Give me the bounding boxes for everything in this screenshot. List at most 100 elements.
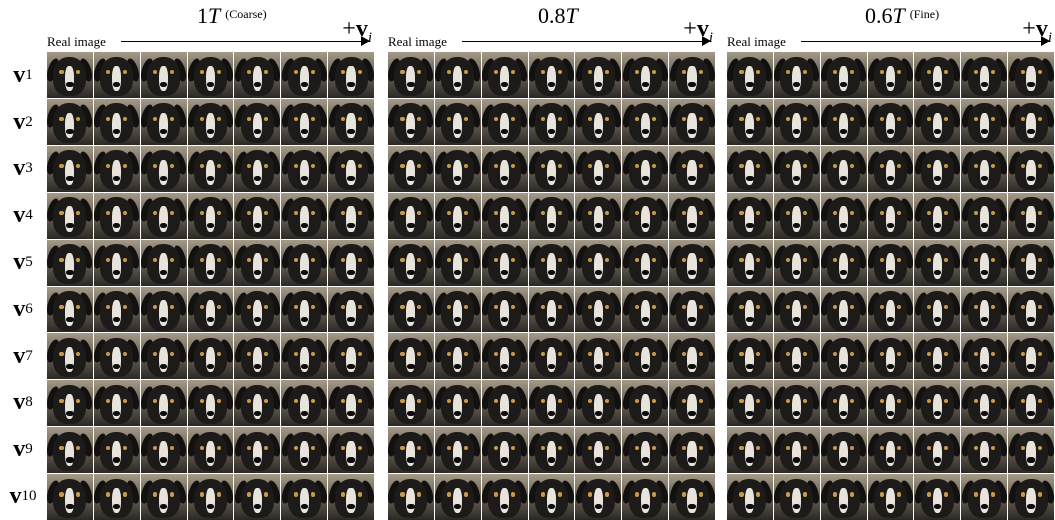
dog-blaze — [252, 487, 262, 514]
dog-eye — [973, 117, 978, 122]
dog-nose — [206, 457, 215, 463]
dog-eye — [199, 117, 205, 122]
dog-eye — [926, 164, 931, 169]
dog-blaze — [205, 206, 216, 232]
dog-blaze — [453, 112, 463, 138]
dog-image-tile — [234, 333, 281, 380]
dog-blaze — [792, 112, 802, 138]
dog-eye — [850, 398, 855, 403]
dog-image-tile — [140, 286, 187, 333]
dog-eye — [400, 304, 405, 309]
dog-eye — [293, 257, 298, 263]
dog-eye — [310, 398, 315, 403]
dog-blaze — [745, 65, 755, 91]
dog-eye — [263, 211, 268, 216]
dog-eye — [651, 445, 656, 450]
dog-blaze — [593, 394, 603, 420]
dog-eye — [879, 398, 885, 403]
dog-eye — [263, 445, 268, 450]
dog-blaze — [1026, 394, 1036, 420]
dog-eye — [896, 70, 902, 75]
dog-nose — [113, 504, 121, 510]
dog-eye — [1020, 492, 1025, 497]
dog-image-tile — [528, 52, 575, 98]
dog-eye — [786, 70, 791, 75]
dog-blaze — [745, 440, 755, 467]
dog-blaze — [1026, 206, 1036, 232]
dog-blaze — [839, 65, 849, 91]
dog-eye — [153, 445, 158, 450]
dog-image-tile — [187, 474, 234, 520]
dog-nose — [206, 176, 215, 182]
dog-blaze — [885, 112, 896, 138]
dog-nose — [407, 410, 415, 416]
dog-nose — [66, 504, 74, 510]
dog-nose — [300, 410, 308, 416]
dog-blaze — [500, 206, 510, 232]
dog-image-tile — [820, 145, 867, 192]
dog-nose — [839, 222, 848, 229]
dog-nose — [839, 176, 848, 182]
dog-eye — [786, 117, 791, 122]
dog-eye — [803, 211, 808, 216]
dog-eye — [263, 164, 268, 169]
dog-eye — [973, 492, 978, 497]
dog-blaze — [546, 206, 557, 232]
dog-image-tile — [234, 145, 281, 192]
dog-eye — [833, 211, 838, 216]
dog-nose — [933, 410, 941, 416]
dog-image-tile — [47, 145, 93, 192]
dog-blaze — [205, 159, 216, 185]
dog-eye — [879, 70, 885, 75]
dog-blaze — [885, 440, 896, 467]
dog-nose — [793, 457, 801, 463]
dog-eye — [896, 117, 902, 122]
dog-image-tile — [187, 427, 234, 474]
dog-eye — [634, 211, 639, 216]
dog-eye — [896, 492, 902, 497]
dog-blaze — [205, 347, 216, 373]
dog-nose — [500, 269, 509, 275]
dog-eye — [651, 164, 656, 169]
dog-nose — [347, 176, 355, 182]
dog-eye — [310, 351, 315, 356]
dog-eye — [651, 70, 656, 75]
dog-image-tile — [575, 145, 622, 192]
dog-nose — [500, 129, 509, 135]
dog-image-tile — [234, 286, 281, 333]
dog-nose — [980, 176, 988, 182]
dog-image-tile — [622, 239, 669, 286]
dog-blaze — [687, 253, 697, 279]
dog-image-tile — [622, 145, 669, 192]
dog-image-tile — [727, 474, 773, 520]
dog-eye — [540, 211, 546, 216]
dog-blaze — [205, 487, 216, 514]
dog-eye — [833, 351, 838, 356]
dog-eye — [973, 398, 978, 403]
dog-image-tile — [669, 52, 715, 98]
dog-blaze — [593, 159, 603, 185]
dog-eye — [246, 445, 251, 450]
dog-nose — [594, 410, 602, 416]
dog-image-tile — [727, 333, 773, 380]
dog-eye — [76, 304, 81, 309]
dog-eye — [357, 211, 362, 216]
dog-eye — [153, 351, 158, 356]
arrow-row: Real image — [727, 34, 1054, 50]
dog-nose — [746, 222, 754, 229]
dog-nose — [839, 457, 848, 463]
dog-blaze — [406, 206, 416, 232]
dog-eye — [170, 398, 175, 403]
dog-blaze — [839, 253, 849, 279]
dog-image-tile — [328, 145, 374, 192]
dog-image-tile — [1008, 98, 1054, 145]
dog-eye — [756, 351, 761, 356]
dog-image-tile — [187, 145, 234, 192]
dog-eye — [170, 351, 175, 356]
dog-image-tile — [93, 192, 140, 239]
dog-eye — [357, 351, 362, 356]
dog-nose — [300, 82, 308, 88]
dog-eye — [540, 492, 546, 497]
